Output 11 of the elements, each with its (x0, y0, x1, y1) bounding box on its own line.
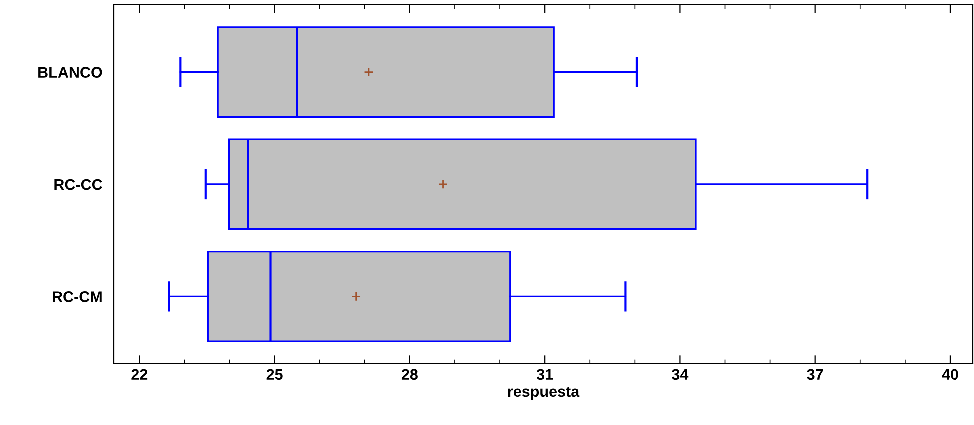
y-tick-label: RC-CM (52, 292, 102, 302)
x-tick-label: 37 (807, 369, 824, 380)
x-tick-label: 34 (672, 369, 689, 380)
x-tick-label: 31 (536, 369, 554, 380)
x-axis-title: respuesta (508, 386, 580, 400)
y-tick-label: RC-CC (54, 179, 102, 190)
x-tick-label: 40 (942, 369, 958, 380)
x-tick-label: 25 (266, 369, 283, 380)
x-tick-label: 22 (132, 369, 148, 380)
x-tick-label: 28 (402, 369, 418, 380)
y-tick-label: BLANCO (38, 67, 102, 78)
